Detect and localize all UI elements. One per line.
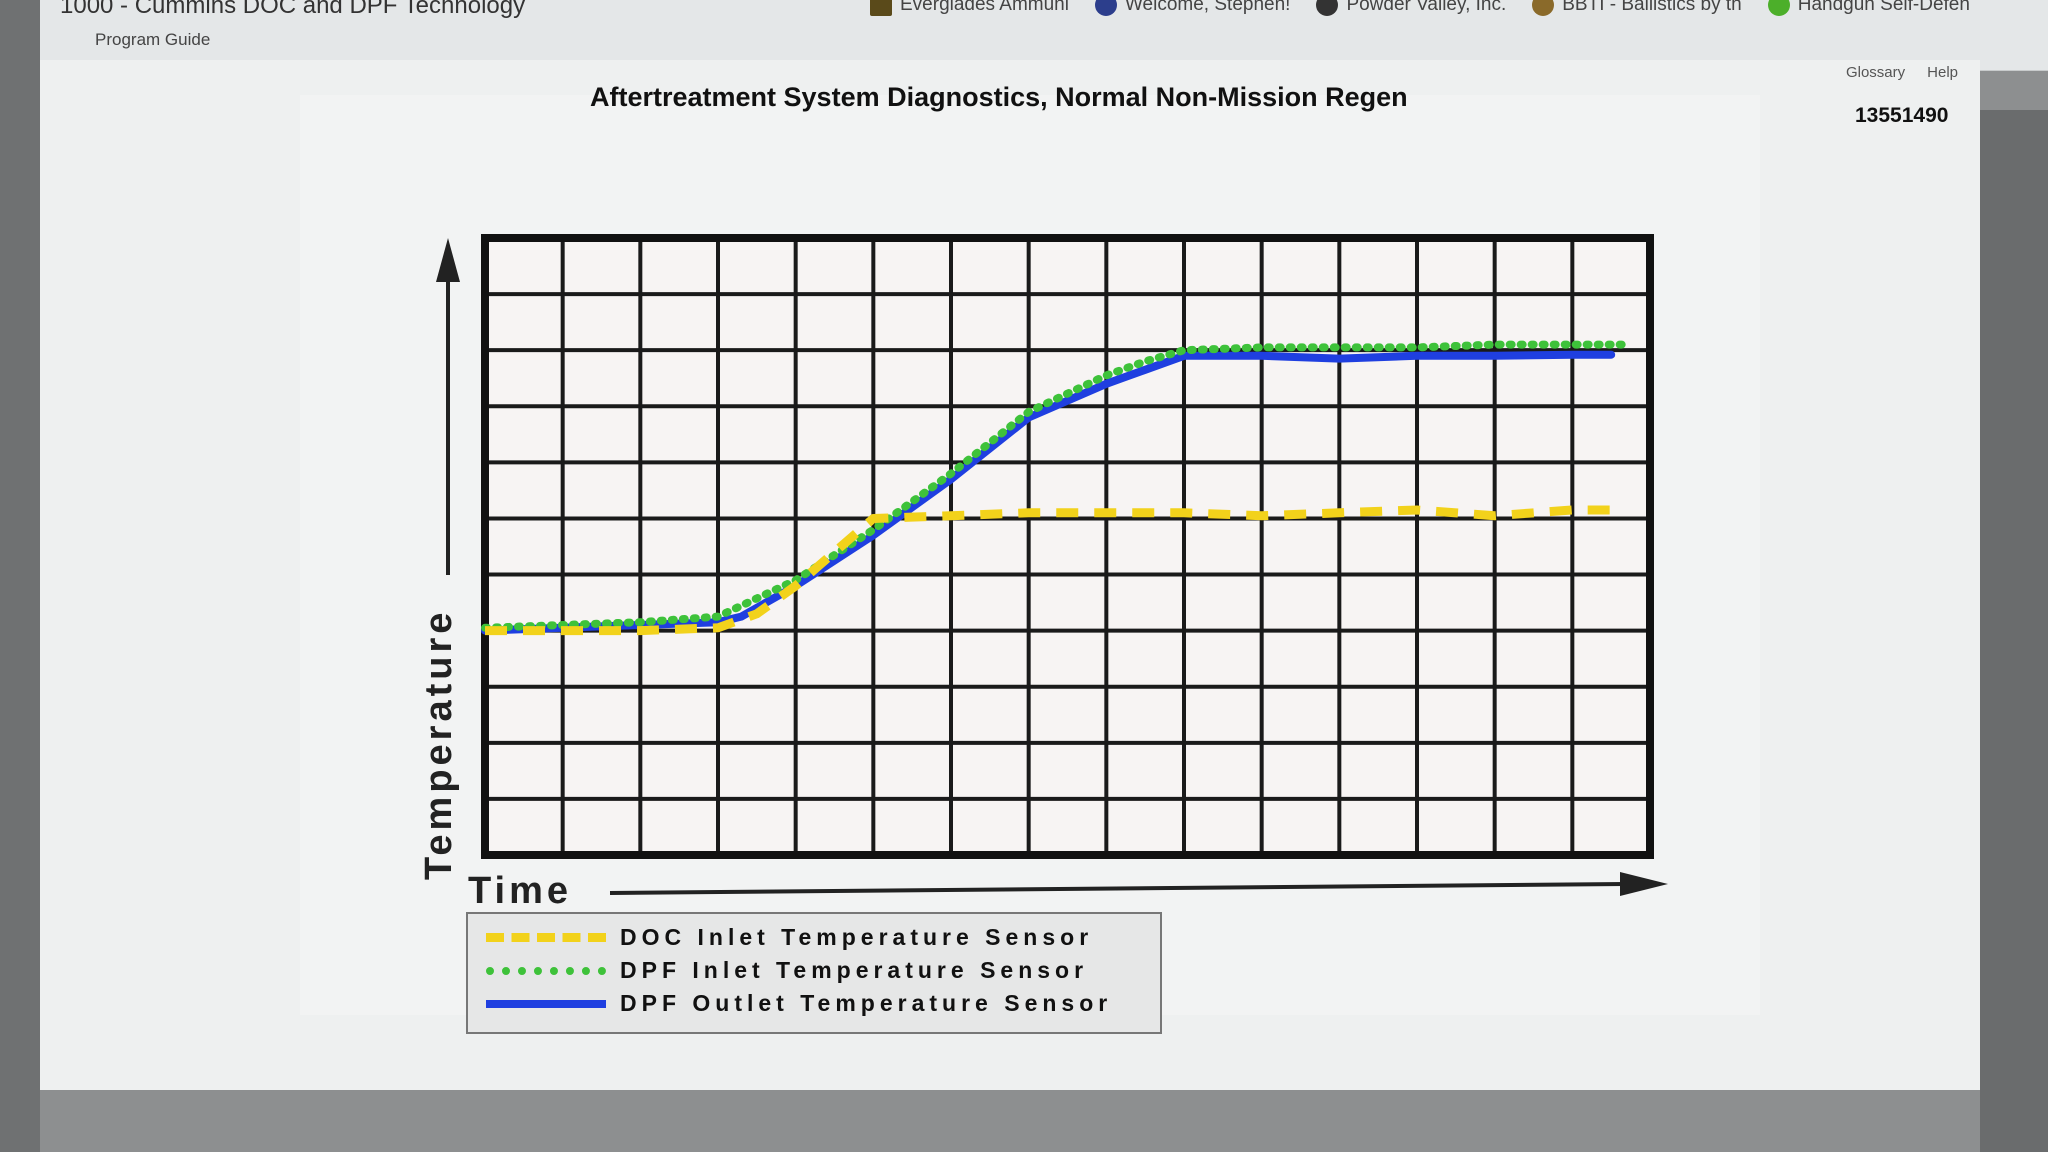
legend-swatch bbox=[486, 999, 606, 1008]
x-axis-arrowhead bbox=[1620, 872, 1668, 896]
glossary-link[interactable]: Glossary bbox=[1845, 64, 1906, 81]
b-badge-icon bbox=[1532, 0, 1555, 16]
series-line-dpf-outlet-temperature-sensor bbox=[481, 350, 1616, 635]
help-link[interactable]: Help bbox=[1927, 64, 1958, 81]
legend-swatch bbox=[486, 933, 606, 942]
bookmark-powder-valley[interactable]: Powder Valley, Inc. bbox=[1316, 0, 1506, 16]
bookmark-label: Welcome, Stephen! bbox=[1124, 0, 1291, 15]
legend-label: DPF Inlet Temperature Sensor bbox=[620, 957, 1089, 983]
browser-bar: 1000 - Cummins DOC and DPF Technology Ev… bbox=[40, 0, 2048, 71]
bookmark-handgun[interactable]: Handgun Self-Defen bbox=[1767, 0, 1970, 16]
bookmark-bbti[interactable]: BBTI - Ballistics by th bbox=[1532, 0, 1742, 16]
bookmarks-bar: Everglades Ammuni Welcome, Stephen! Powd… bbox=[870, 0, 1970, 16]
bookmark-label: BBTI - Ballistics by th bbox=[1562, 0, 1742, 15]
bookmark-label: Everglades Ammuni bbox=[900, 0, 1069, 15]
clover-icon bbox=[1767, 0, 1790, 16]
x-axis-label: Time bbox=[468, 870, 573, 912]
x-logo-icon bbox=[1094, 0, 1117, 16]
x-axis-arrow-line bbox=[609, 882, 1626, 895]
plot-area bbox=[485, 238, 1650, 855]
bookmark-label: Powder Valley, Inc. bbox=[1346, 0, 1507, 15]
bookmark-icon bbox=[870, 0, 892, 16]
chart-title: Aftertreatment System Diagnostics, Norma… bbox=[590, 82, 1408, 112]
series-line-dpf-inlet-temperature-sensor bbox=[481, 340, 1631, 632]
legend-item-dpf-inlet: DPF Inlet Temperature Sensor bbox=[486, 957, 1088, 984]
plot-border bbox=[481, 234, 1654, 859]
bookmark-welcome[interactable]: Welcome, Stephen! bbox=[1094, 0, 1291, 16]
legend-label: DOC Inlet Temperature Sensor bbox=[620, 924, 1094, 950]
page-tab-title[interactable]: 1000 - Cummins DOC and DPF Technology bbox=[60, 0, 526, 19]
bookmark-everglades[interactable]: Everglades Ammuni bbox=[870, 0, 1069, 16]
series-line-doc-inlet-temperature-sensor bbox=[485, 505, 1612, 636]
legend-label: DPF Outlet Temperature Sensor bbox=[620, 990, 1113, 1016]
bookmark-label: Handgun Self-Defen bbox=[1797, 0, 1970, 15]
top-links: Glossary Help bbox=[1846, 64, 1958, 81]
program-guide-link[interactable]: Program Guide bbox=[95, 30, 211, 49]
target-icon bbox=[1316, 0, 1339, 16]
legend-swatch bbox=[486, 966, 606, 975]
y-axis-label: Temperature bbox=[418, 608, 460, 880]
legend-item-dpf-outlet: DPF Outlet Temperature Sensor bbox=[486, 990, 1112, 1017]
monitor-edge bbox=[1980, 110, 2048, 1152]
y-axis-arrowhead bbox=[436, 238, 460, 282]
legend-item-doc-inlet: DOC Inlet Temperature Sensor bbox=[486, 924, 1093, 951]
document-number: 13551490 bbox=[1855, 104, 1949, 127]
legend: DOC Inlet Temperature Sensor DPF Inlet T… bbox=[466, 912, 1162, 1034]
monitor-bezel bbox=[0, 0, 40, 1152]
